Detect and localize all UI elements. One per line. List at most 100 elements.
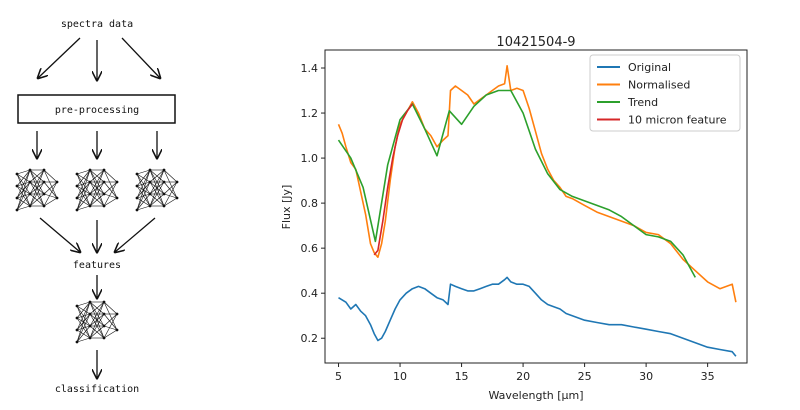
nn-node [162,168,166,172]
nn-connection [136,169,151,187]
nn-connection [16,169,31,199]
nn-connection [76,169,91,199]
nn-node [75,340,79,344]
nn-node [135,172,139,176]
nn-node [75,316,79,320]
y-axis-label: Flux [Jy] [280,185,293,230]
nn-connection [29,169,45,195]
nn-connection [89,169,105,195]
x-tick-label: 20 [516,370,530,383]
nn-connection [76,169,91,175]
nn-connection [103,313,118,327]
nn-connection [76,193,91,211]
nn-connection [103,193,118,199]
nn-node [162,180,166,184]
nn-node [102,180,106,184]
nn-node [15,196,19,200]
nn-connection [43,169,58,199]
x-tick-label: 15 [455,370,469,383]
nn-node [115,196,119,200]
nn-connection [16,205,31,211]
nn-node [15,208,19,212]
series-line-10-micron-feature [373,103,414,256]
chart-legend: Original Normalised Trend 10 micron feature [589,54,741,132]
nn-node [88,192,92,196]
nn-node [175,196,179,200]
nn-node [175,180,179,184]
nn-node [88,204,92,208]
nn-node [102,300,106,304]
nn-node [42,180,46,184]
flowchart: spectra data pre-processing features cla… [15,19,179,395]
nn-connection [76,313,91,343]
nn-node [28,204,32,208]
nn-connection [16,193,31,211]
nn-connection [149,193,165,207]
features-label: features [73,260,121,271]
nn-connection [76,301,91,331]
spectrum-chart: 10421504-9 5 10 15 20 25 30 35 0.2 0.4 0.6 0.8 1.0… [280,35,748,402]
x-tick-label: 30 [639,370,653,383]
nn-connection [163,181,178,195]
nn-connection [43,181,58,207]
x-axis-ticks: 5 10 15 20 25 30 35 [335,363,715,383]
nn-connection [76,181,91,211]
nn-connection [136,205,151,211]
y-axis-ticks: 0.2 0.4 0.6 0.8 1.0 1.2 1.4 [301,62,325,345]
nn-connection [89,193,105,207]
nn-connection [103,181,118,199]
nn-connection [149,169,165,207]
nn-connection [103,181,118,195]
x-tick-label: 10 [393,370,407,383]
nn-connection [89,169,105,207]
nn-connection [136,193,151,211]
nn-node [55,180,59,184]
nn-node [135,184,139,188]
nn-connection [103,169,118,183]
nn-node [88,168,92,172]
nn-connection [163,169,178,183]
nn-connection [89,301,105,315]
nn-connection [103,313,118,331]
nn-connection [43,197,58,207]
x-tick-label: 35 [701,370,715,383]
nn-node [148,180,152,184]
y-tick-label: 0.4 [301,287,319,300]
nn-connection [89,181,105,207]
nn-connection [76,301,91,307]
nn-connection [103,325,118,331]
nn-connection [103,169,118,199]
nn-node [55,196,59,200]
nn-connection [163,169,178,199]
nn-connection [136,169,151,211]
nn-connection [89,325,105,339]
y-tick-label: 1.0 [301,152,319,165]
nn-connection [89,301,105,327]
nn-connection [43,169,58,183]
legend-box [589,54,741,132]
y-tick-label: 0.8 [301,197,319,210]
nn-connection [76,301,91,343]
nn-node [28,192,32,196]
nn-node [75,328,79,332]
legend-entry: Original [628,61,671,74]
arrow-top-left [38,37,81,78]
nn-connection [89,313,105,339]
nn-node [102,204,106,208]
preprocessing-box [17,94,176,124]
arrow-nn-right-features [115,217,156,252]
spectra-data-label: spectra data [61,19,133,30]
nn-connection [103,181,118,207]
nn-connection [76,169,91,211]
nn-node [15,184,19,188]
nn-node [102,336,106,340]
x-tick-label: 25 [578,370,592,383]
legend-entry: Normalised [628,79,690,92]
y-tick-label: 0.2 [301,332,319,345]
nn-node [102,168,106,172]
y-tick-label: 1.2 [301,107,319,120]
nn-node [75,304,79,308]
nn-node [88,336,92,340]
nn-node [88,312,92,316]
nn-connection [29,169,45,183]
